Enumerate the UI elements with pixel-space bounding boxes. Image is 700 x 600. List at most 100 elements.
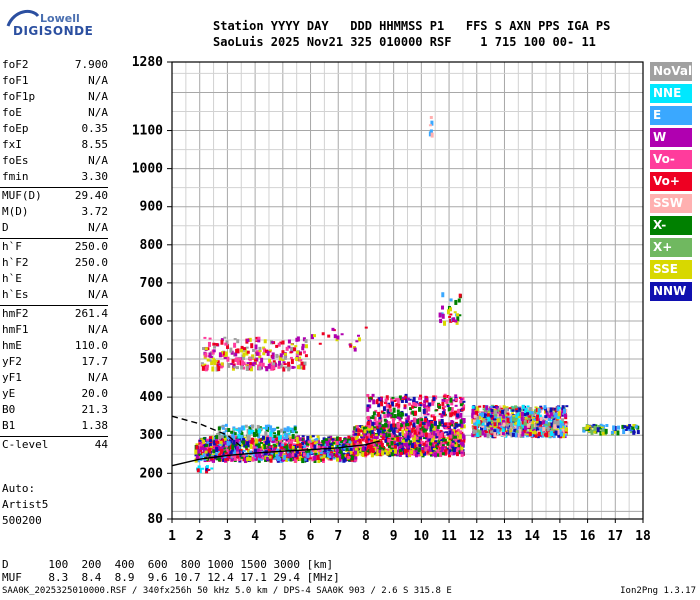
- echo-point: [200, 438, 204, 442]
- echo-point: [401, 439, 405, 442]
- echo-point: [534, 406, 538, 409]
- echo-point: [371, 447, 375, 453]
- echo-point: [231, 432, 235, 438]
- echo-point: [202, 347, 206, 351]
- echo-point: [396, 409, 400, 413]
- echo-point: [203, 444, 207, 447]
- echo-point: [243, 436, 247, 439]
- echo-point: [556, 425, 560, 429]
- echo-point: [495, 406, 499, 411]
- echo-point: [396, 412, 400, 417]
- echo-point: [420, 428, 424, 431]
- echo-point: [441, 313, 445, 319]
- echo-point: [390, 446, 394, 450]
- echo-point: [415, 425, 419, 428]
- echo-point: [287, 439, 291, 443]
- echo-point: [238, 430, 242, 434]
- echo-point: [350, 442, 354, 448]
- echo-point: [564, 430, 568, 434]
- echo-point: [203, 448, 207, 453]
- echo-point: [279, 353, 283, 358]
- echo-point: [387, 421, 391, 425]
- echo-point: [197, 465, 201, 471]
- echo-point: [240, 456, 244, 459]
- echo-point: [285, 457, 289, 462]
- y-tick-label: 1280: [132, 55, 163, 70]
- echo-point: [338, 437, 342, 442]
- echo-point: [460, 451, 464, 454]
- echo-point: [498, 405, 502, 411]
- echo-point: [290, 348, 294, 353]
- param-row: foE N/A: [2, 106, 108, 122]
- echo-point: [380, 443, 384, 448]
- echo-point: [418, 450, 422, 454]
- echo-point: [269, 457, 273, 463]
- auto-code: 500200: [2, 514, 42, 527]
- echo-point: [509, 422, 513, 428]
- echo-point: [356, 450, 360, 456]
- echo-point: [347, 456, 351, 460]
- echo-point: [373, 435, 377, 441]
- echo-point: [515, 410, 519, 413]
- echo-point: [456, 413, 460, 418]
- echo-point: [217, 457, 221, 462]
- echo-point: [229, 444, 233, 450]
- echo-point: [504, 407, 508, 411]
- echo-point: [460, 409, 464, 412]
- echo-point: [341, 443, 345, 448]
- echo-point: [398, 440, 402, 446]
- echo-point: [236, 366, 240, 370]
- echo-point: [242, 440, 246, 445]
- echo-point: [216, 440, 220, 444]
- echo-point: [220, 339, 224, 345]
- echo-point: [212, 359, 216, 364]
- echo-point: [234, 352, 238, 357]
- echo-point: [314, 452, 318, 456]
- echo-point: [478, 430, 482, 436]
- echo-point: [561, 424, 565, 430]
- echo-point: [483, 409, 487, 412]
- echo-point: [411, 410, 415, 415]
- echo-point: [207, 468, 211, 471]
- echo-point: [366, 450, 370, 454]
- echo-point: [238, 357, 242, 362]
- param-value: 20.0: [81, 387, 109, 400]
- echo-point: [321, 457, 325, 461]
- echo-point: [298, 364, 302, 370]
- echo-point: [436, 424, 440, 429]
- echo-point: [328, 453, 332, 456]
- echo-point: [462, 404, 466, 409]
- echo-point: [453, 435, 457, 440]
- echo-point: [471, 408, 475, 413]
- ionogram-chart: 1 2 3 4 5 6 7 8 9 10 11 12 13 14 15 16 17 188020030040050…: [132, 55, 651, 544]
- echo-point: [593, 431, 597, 434]
- param-row: fxI 8.55: [2, 138, 108, 154]
- echo-point: [290, 440, 294, 446]
- echo-point: [386, 423, 390, 428]
- echo-point: [593, 425, 597, 431]
- param-value: N/A: [88, 154, 108, 167]
- echo-point: [562, 426, 566, 429]
- param-name: h`E: [2, 272, 22, 285]
- echo-point: [198, 440, 202, 446]
- echo-point: [258, 448, 262, 451]
- echo-point: [588, 431, 592, 434]
- echo-point: [378, 443, 382, 446]
- echo-point: [610, 430, 614, 434]
- echo-point: [389, 414, 393, 417]
- echo-point: [422, 437, 426, 440]
- echo-point: [382, 406, 386, 412]
- echo-point: [429, 422, 433, 425]
- param-row: foEs N/A: [2, 154, 108, 170]
- echo-point: [272, 362, 276, 366]
- echo-point: [398, 449, 402, 454]
- echo-point: [220, 362, 224, 367]
- echo-point: [219, 365, 223, 369]
- echo-point: [195, 443, 199, 447]
- echo-point: [327, 436, 331, 442]
- echo-point: [366, 404, 370, 409]
- param-row: fmin 3.30: [2, 170, 108, 186]
- echo-point: [298, 352, 302, 356]
- echo-point: [383, 414, 387, 419]
- echo-point: [267, 443, 271, 449]
